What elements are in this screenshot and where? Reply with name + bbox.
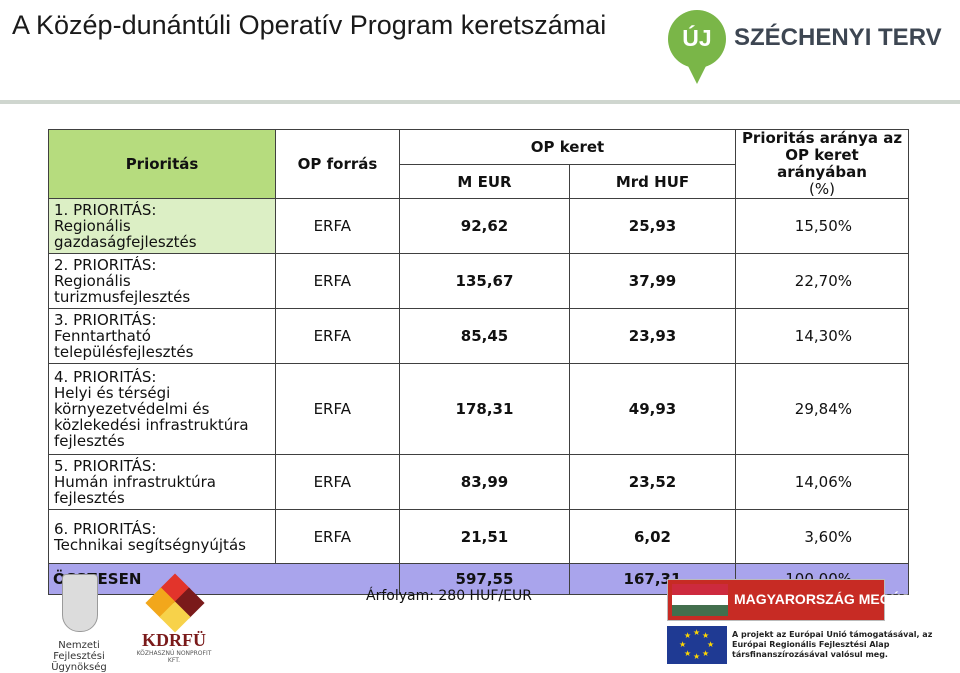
priority-cell: 5. PRIORITÁS: Humán infrastruktúra fejle… bbox=[48, 454, 276, 510]
header-op-frame: OP keret bbox=[399, 128, 736, 166]
priority-name: Regionális gazdaságfejlesztés bbox=[54, 217, 197, 251]
meur-cell: 83,99 bbox=[399, 454, 570, 510]
eu-funding-statement: A projekt az Európai Unió támogatásával,… bbox=[732, 630, 933, 659]
priority-number: 5. PRIORITÁS: bbox=[54, 457, 157, 475]
eu-flag-icon: ★ ★ ★ ★ ★ ★ ★ ★ bbox=[667, 626, 727, 664]
total-meur: 597,55 bbox=[399, 563, 570, 595]
priority-number: 4. PRIORITÁS: bbox=[54, 368, 157, 386]
priority-number: 2. PRIORITÁS: bbox=[54, 256, 157, 274]
table-row: 2. PRIORITÁS: Regionális turizmusfejlesz… bbox=[48, 253, 909, 309]
share-cell: 14,06% bbox=[735, 454, 909, 510]
meur-cell: 85,45 bbox=[399, 308, 570, 364]
agency-name-line1: Nemzeti bbox=[58, 640, 100, 651]
agency-name-line2: Fejlesztési Ügynökség bbox=[51, 651, 107, 673]
source-cell: ERFA bbox=[275, 198, 400, 254]
share-cell: 3,60% bbox=[735, 509, 909, 564]
exchange-rate-note: Árfolyam: 280 HUF/EUR bbox=[366, 588, 532, 604]
mrdhuf-cell: 6,02 bbox=[569, 509, 736, 564]
mrdhuf-cell: 23,52 bbox=[569, 454, 736, 510]
table-row: 4. PRIORITÁS: Helyi és térségi környezet… bbox=[48, 363, 909, 455]
hungarian-flag-icon bbox=[672, 584, 728, 616]
header-mrd-huf: Mrd HUF bbox=[569, 164, 736, 199]
szechenyi-terv-logo: ÚJ SZÉCHENYI TERV bbox=[668, 10, 942, 84]
priority-number: 3. PRIORITÁS: bbox=[54, 311, 157, 329]
kdrfu-name: KDRFÜ bbox=[142, 630, 206, 650]
share-cell: 15,50% bbox=[735, 198, 909, 254]
meur-cell: 178,31 bbox=[399, 363, 570, 455]
header-op-source: OP forrás bbox=[275, 129, 400, 199]
header-share-label: Prioritás aránya az OP keret arányában bbox=[741, 129, 903, 181]
kdrfu-logo: KDRFÜ KÖZHASZNÚ NONPROFIT KFT. bbox=[134, 573, 214, 664]
source-cell: ERFA bbox=[275, 509, 400, 564]
header-divider bbox=[0, 100, 960, 104]
share-cell: 22,70% bbox=[735, 253, 909, 309]
source-cell: ERFA bbox=[275, 363, 400, 455]
source-cell: ERFA bbox=[275, 454, 400, 510]
priority-number: 6. PRIORITÁS: bbox=[54, 519, 157, 538]
table-row: 3. PRIORITÁS: Fenntartható településfejl… bbox=[48, 308, 909, 364]
logo-pin-icon bbox=[668, 10, 726, 68]
priority-cell: 3. PRIORITÁS: Fenntartható településfejl… bbox=[48, 308, 276, 364]
table-row: 5. PRIORITÁS: Humán infrastruktúra fejle… bbox=[48, 454, 909, 510]
priority-cell: 2. PRIORITÁS: Regionális turizmusfejlesz… bbox=[48, 253, 276, 309]
header-priority: Prioritás bbox=[48, 129, 276, 199]
magyarorszag-megujul-banner: MAGYARORSZÁG MEGÚJUL bbox=[667, 579, 927, 621]
priority-name: Helyi és térségi környezetvédelmi és köz… bbox=[54, 384, 249, 450]
priority-name: Technikai segítségnyújtás bbox=[54, 535, 246, 554]
logo-badge-text: ÚJ bbox=[682, 25, 712, 51]
priority-cell: 4. PRIORITÁS: Helyi és térségi környezet… bbox=[48, 363, 276, 455]
source-cell: ERFA bbox=[275, 308, 400, 364]
banner-text: MAGYARORSZÁG MEGÚJUL bbox=[734, 591, 928, 607]
priority-name: Fenntartható településfejlesztés bbox=[54, 327, 194, 361]
kdrfu-subtitle: KÖZHASZNÚ NONPROFIT KFT. bbox=[136, 650, 212, 664]
meur-cell: 92,62 bbox=[399, 198, 570, 254]
mrdhuf-cell: 25,93 bbox=[569, 198, 736, 254]
table-row: 1. PRIORITÁS: Regionális gazdaságfejlesz… bbox=[48, 198, 909, 254]
priority-cell: 1. PRIORITÁS: Regionális gazdaságfejlesz… bbox=[48, 198, 276, 254]
meur-cell: 135,67 bbox=[399, 253, 570, 309]
priority-name: Humán infrastruktúra fejlesztés bbox=[54, 473, 216, 507]
page-title: A Közép-dunántúli Operatív Program keret… bbox=[12, 10, 607, 40]
header-meur: M EUR bbox=[399, 164, 570, 199]
priority-number: 1. PRIORITÁS: bbox=[54, 201, 157, 219]
coat-of-arms-icon bbox=[62, 574, 98, 632]
source-cell: ERFA bbox=[275, 253, 400, 309]
share-cell: 29,84% bbox=[735, 363, 909, 455]
table-row: 6. PRIORITÁS: Technikai segítségnyújtás … bbox=[48, 509, 909, 564]
op-budget-table: Prioritás OP forrás OP keret Prioritás a… bbox=[48, 128, 909, 595]
header-share-unit: (%) bbox=[809, 180, 835, 198]
mrdhuf-cell: 49,93 bbox=[569, 363, 736, 455]
national-development-agency-logo: Nemzeti Fejlesztési Ügynökség bbox=[24, 574, 134, 673]
meur-cell: 21,51 bbox=[399, 509, 570, 564]
mrdhuf-cell: 23,93 bbox=[569, 308, 736, 364]
share-cell: 14,30% bbox=[735, 308, 909, 364]
mrdhuf-cell: 37,99 bbox=[569, 253, 736, 309]
priority-cell: 6. PRIORITÁS: Technikai segítségnyújtás bbox=[48, 509, 276, 564]
logo-brand-text: SZÉCHENYI TERV bbox=[734, 24, 942, 51]
priority-name: Regionális turizmusfejlesztés bbox=[54, 272, 191, 306]
header-share: Prioritás aránya az OP keret arányában (… bbox=[735, 129, 909, 199]
